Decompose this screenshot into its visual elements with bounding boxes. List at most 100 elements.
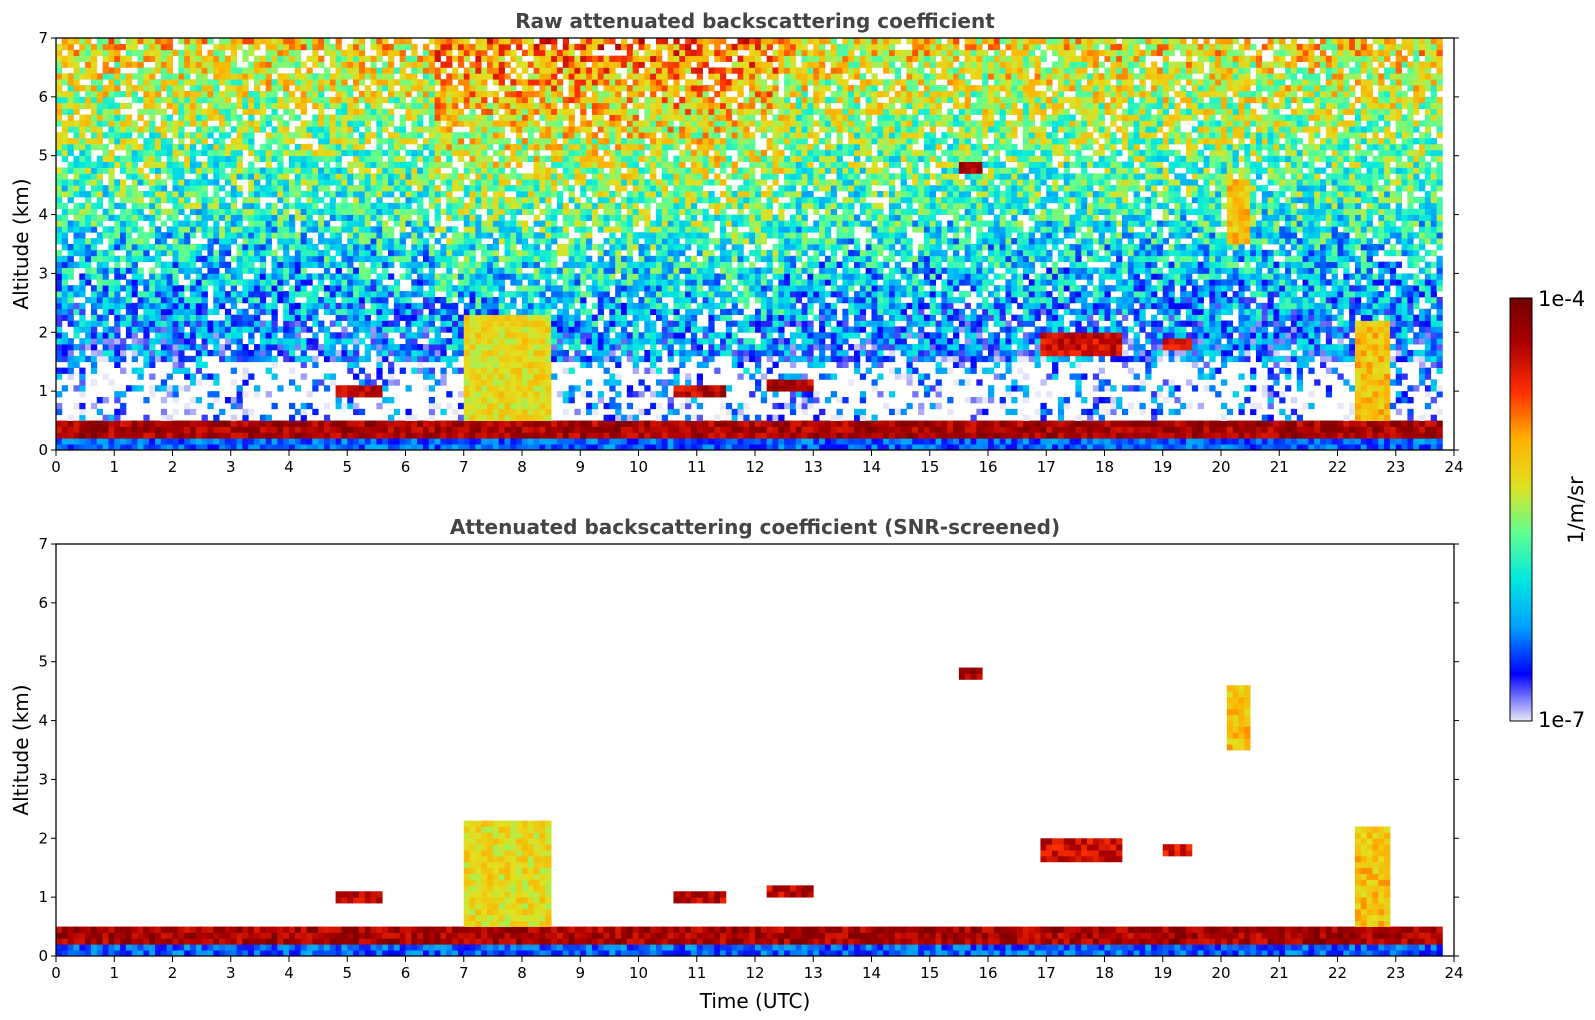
heatmap-cell (329, 302, 337, 310)
heatmap-cell (504, 143, 511, 151)
heatmap-cell (527, 90, 535, 98)
heatmap-cell (149, 438, 156, 445)
heatmap-cell (318, 238, 325, 245)
heatmap-cell (329, 196, 337, 204)
heatmap-cell (102, 326, 109, 333)
heatmap-cell (312, 38, 319, 45)
heatmap-cell (428, 126, 436, 133)
heatmap-cell (399, 308, 406, 316)
heatmap-cell (376, 314, 383, 321)
heatmap-cell (568, 155, 575, 162)
heatmap-cell (294, 420, 302, 427)
heatmap-cell (335, 155, 342, 162)
heatmap-cell (376, 338, 383, 345)
heatmap-cell (452, 179, 459, 186)
heatmap-cell (143, 161, 150, 168)
heatmap-cell (446, 61, 453, 68)
heatmap-cell (498, 373, 505, 380)
heatmap-cell (335, 202, 342, 210)
heatmap-cell (230, 179, 237, 186)
heatmap-cell (114, 90, 121, 98)
heatmap-cell (335, 332, 342, 339)
heatmap-cell (504, 267, 511, 274)
heatmap-cell (85, 420, 92, 427)
heatmap-cell (207, 226, 214, 233)
heatmap-cell (143, 344, 150, 351)
heatmap-cell (143, 85, 150, 92)
heatmap-cell (469, 179, 476, 186)
heatmap-cell (364, 244, 371, 251)
heatmap-cell (79, 173, 86, 180)
heatmap-cell (195, 208, 203, 215)
heatmap-cell (230, 432, 237, 439)
heatmap-cell (463, 285, 470, 292)
heatmap-cell (504, 249, 511, 257)
heatmap-cell (335, 214, 342, 221)
heatmap-cell (259, 320, 267, 327)
heatmap-cell (96, 114, 104, 121)
heatmap-cell (271, 132, 278, 139)
heatmap-cell (131, 285, 138, 292)
heatmap-cell (422, 49, 430, 57)
heatmap-cell (265, 49, 272, 57)
heatmap-cell (475, 38, 482, 45)
heatmap-cell (294, 385, 302, 392)
heatmap-cell (358, 79, 366, 86)
heatmap-cell (475, 296, 482, 304)
heatmap-cell (224, 108, 232, 115)
heatmap-cell (189, 38, 197, 45)
heatmap-cell (376, 402, 383, 410)
heatmap-cell (335, 273, 342, 280)
heatmap-cell (481, 196, 488, 204)
heatmap-cell (259, 226, 267, 233)
heatmap-cell (224, 38, 232, 45)
heatmap-cell (370, 208, 377, 215)
heatmap-cell (289, 244, 296, 251)
heatmap-cell (242, 226, 249, 233)
heatmap-cell (73, 126, 80, 133)
heatmap-cell (487, 279, 494, 286)
heatmap-cell (504, 408, 511, 416)
heatmap-cell (178, 185, 185, 192)
heatmap-cell (422, 155, 430, 162)
heatmap-cell (347, 85, 354, 92)
heatmap-cell (504, 120, 511, 127)
heatmap-cell (323, 132, 331, 139)
heatmap-cell (213, 255, 220, 263)
heatmap-cell (131, 349, 138, 357)
heatmap-cell (90, 96, 98, 104)
heatmap-cell (131, 420, 138, 427)
heatmap-cell (568, 167, 575, 174)
heatmap-cell (201, 61, 208, 68)
heatmap-cell (155, 214, 162, 221)
heatmap-cell (527, 255, 535, 263)
heatmap-cell (551, 43, 558, 51)
heatmap-cell (125, 167, 133, 174)
heatmap-cell (96, 432, 104, 439)
heatmap-cell (574, 149, 581, 157)
heatmap-cell (166, 38, 173, 45)
heatmap-cell (388, 67, 395, 74)
heatmap-cell (265, 232, 272, 239)
heatmap-cell (393, 349, 401, 357)
heatmap-cell (283, 444, 290, 451)
heatmap-cell (358, 49, 366, 57)
heatmap-cell (189, 291, 197, 298)
heatmap-cell (61, 438, 69, 445)
heatmap-cell (364, 67, 371, 74)
heatmap-cell (417, 208, 424, 215)
heatmap-cell (358, 255, 366, 263)
heatmap-cell (137, 196, 144, 204)
heatmap-cell (201, 291, 208, 298)
heatmap-cell (551, 96, 558, 104)
heatmap-cell (254, 438, 261, 445)
heatmap-cell (434, 143, 441, 151)
heatmap-cell (184, 108, 191, 115)
heatmap-cell (417, 244, 424, 251)
heatmap-cell (318, 296, 325, 304)
heatmap-cell (481, 191, 488, 198)
heatmap-cell (498, 326, 505, 333)
heatmap-cell (533, 61, 540, 68)
heatmap-cell (568, 261, 575, 268)
heatmap-cell (539, 155, 546, 162)
